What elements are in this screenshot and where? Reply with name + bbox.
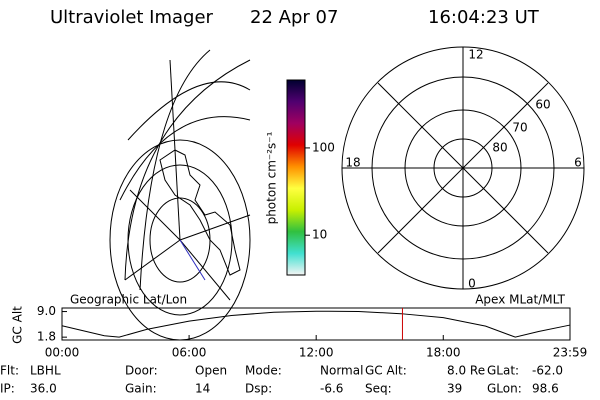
time: 16:04:23 UT bbox=[428, 7, 540, 28]
map-label: Geographic Lat/Lon bbox=[70, 293, 187, 307]
hour-label: 18 bbox=[345, 156, 360, 170]
x-tick-label: 12:00 bbox=[299, 346, 334, 360]
hour-label: 0 bbox=[468, 277, 476, 291]
y-tick-label: 9.0 bbox=[37, 304, 56, 318]
hour-label: 12 bbox=[468, 48, 483, 62]
polar-label: Apex MLat/MLT bbox=[475, 293, 565, 307]
info-value: 36.0 bbox=[30, 382, 57, 396]
info-label: Gain: bbox=[125, 382, 157, 396]
ring-label: 80 bbox=[492, 141, 507, 155]
colorbar-label: photon cm⁻²s⁻¹ bbox=[265, 131, 279, 224]
info-value: -62.0 bbox=[532, 364, 563, 378]
info-label: GLon: bbox=[487, 382, 522, 396]
colorbar bbox=[286, 79, 306, 276]
colorbar-tick-label: 100 bbox=[312, 140, 335, 154]
x-tick-label: 00:00 bbox=[45, 346, 80, 360]
ring-label: 60 bbox=[535, 98, 550, 112]
altitude-line bbox=[61, 310, 571, 338]
info-value: Open bbox=[195, 364, 227, 378]
polar-grid bbox=[341, 46, 585, 290]
ring-label: 70 bbox=[512, 121, 527, 135]
y-axis-label: GC Alt bbox=[11, 306, 25, 344]
x-tick-label: 06:00 bbox=[172, 346, 207, 360]
info-label: Flt: bbox=[0, 364, 19, 378]
info-value: -6.6 bbox=[320, 382, 343, 396]
x-tick-label: 18:00 bbox=[426, 346, 461, 360]
info-label: Seq: bbox=[365, 382, 392, 396]
map bbox=[109, 49, 251, 341]
info-value: 98.6 bbox=[532, 382, 559, 396]
colorbar-tick-label: 10 bbox=[312, 228, 327, 242]
hour-label: 6 bbox=[574, 156, 582, 170]
title: Ultraviolet Imager bbox=[50, 7, 214, 28]
date: 22 Apr 07 bbox=[250, 7, 338, 28]
info-label: Door: bbox=[125, 364, 158, 378]
x-tick-label: 23:59 bbox=[553, 346, 588, 360]
y-tick-label: 1.8 bbox=[37, 330, 56, 344]
info-label: Mode: bbox=[245, 364, 282, 378]
info-value: Normal bbox=[320, 364, 363, 378]
info-value: 14 bbox=[195, 382, 210, 396]
info-value: 39 bbox=[447, 382, 462, 396]
info-value: LBHL bbox=[30, 364, 61, 378]
info-label: GLat: bbox=[487, 364, 519, 378]
info-label: GC Alt: bbox=[365, 364, 407, 378]
info-value: 8.0 Re bbox=[447, 364, 485, 378]
info-label: IP: bbox=[0, 382, 15, 396]
info-label: Dsp: bbox=[245, 382, 272, 396]
